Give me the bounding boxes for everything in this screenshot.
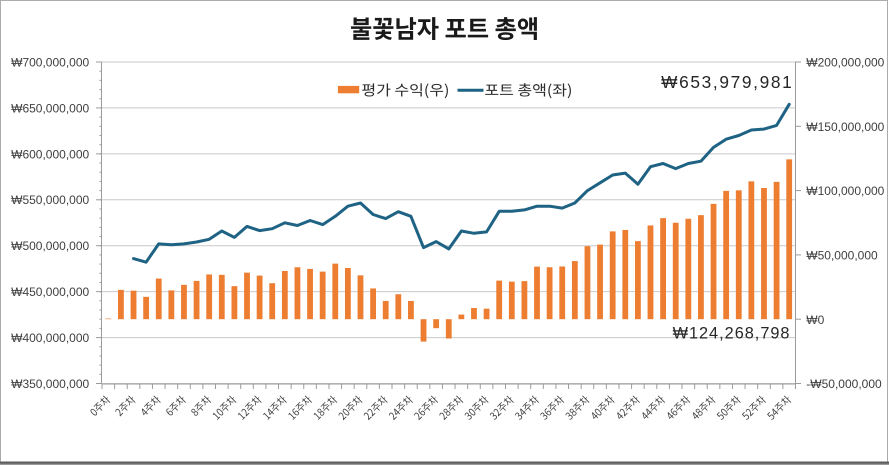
svg-text:₩50,000,000: ₩50,000,000 <box>806 249 878 263</box>
svg-text:₩500,000,000: ₩500,000,000 <box>11 239 89 253</box>
svg-text:₩200,000,000: ₩200,000,000 <box>806 56 884 70</box>
svg-text:₩550,000,000: ₩550,000,000 <box>11 193 89 207</box>
svg-text:₩650,000,000: ₩650,000,000 <box>11 101 89 115</box>
svg-text:₩450,000,000: ₩450,000,000 <box>11 285 89 299</box>
svg-text:₩150,000,000: ₩150,000,000 <box>806 120 884 134</box>
svg-text:₩0: ₩0 <box>806 313 824 327</box>
svg-text:₩700,000,000: ₩700,000,000 <box>11 55 89 69</box>
svg-text:-₩50,000,000: -₩50,000,000 <box>806 377 882 391</box>
svg-text:₩653,979,981: ₩653,979,981 <box>661 72 793 92</box>
svg-text:₩124,268,798: ₩124,268,798 <box>673 324 791 342</box>
svg-text:₩350,000,000: ₩350,000,000 <box>11 377 89 391</box>
svg-text:₩100,000,000: ₩100,000,000 <box>806 184 884 198</box>
svg-text:₩400,000,000: ₩400,000,000 <box>11 331 89 345</box>
svg-text:₩600,000,000: ₩600,000,000 <box>11 147 89 161</box>
